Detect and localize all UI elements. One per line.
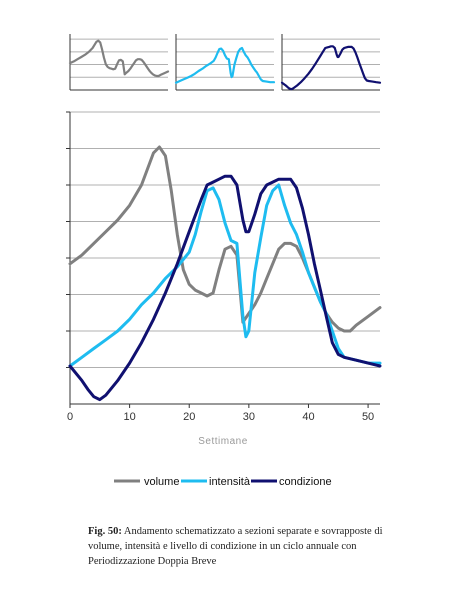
main-chart: 0 10 20 30 40 50 Settimane: [66, 111, 382, 447]
small-series-line-condizione: [280, 45, 382, 91]
caption-text: Andamento schematizzato a sezioni separa…: [88, 526, 383, 567]
x-axis-label: Settimane: [198, 436, 248, 447]
x-tick-label: 30: [243, 411, 255, 423]
x-tick-label: 20: [183, 411, 195, 423]
series-line-condizione: [68, 174, 382, 402]
legend-label-volume: volume: [144, 476, 179, 488]
series-line-volume: [68, 145, 382, 333]
x-tick-label: 50: [362, 411, 374, 423]
small-multiples: [68, 34, 382, 91]
caption-label: Fig. 50:: [88, 526, 122, 537]
legend-label-intensità: intensità: [209, 476, 251, 488]
small-series-line-volume: [68, 39, 170, 78]
x-tick-label: 10: [123, 411, 135, 423]
legend: volume intensità condizione: [114, 476, 332, 488]
x-tick-label: 40: [302, 411, 314, 423]
small-series-line-intensità: [174, 46, 276, 84]
legend-label-condizione: condizione: [279, 476, 332, 488]
x-tick-label: 0: [67, 411, 73, 423]
figure-caption: Fig. 50: Andamento schematizzato a sezio…: [88, 524, 388, 569]
series-line-intensità: [68, 183, 382, 368]
